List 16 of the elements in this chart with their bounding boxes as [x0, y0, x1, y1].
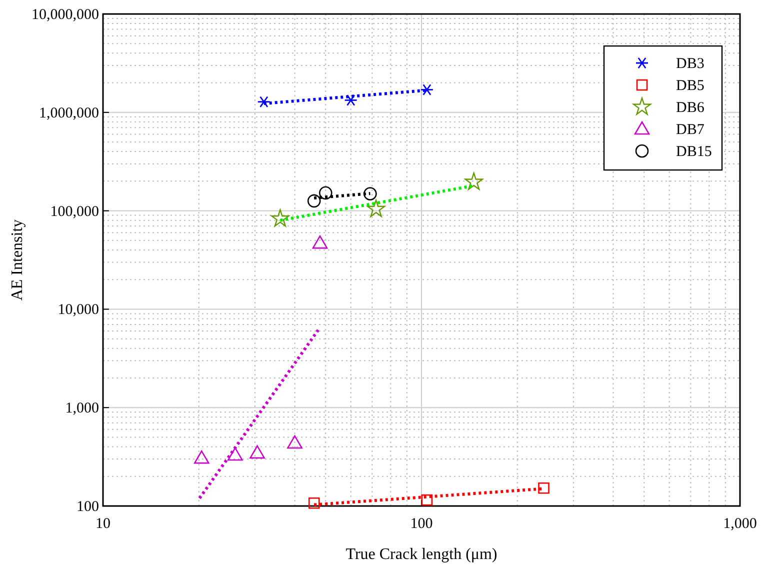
legend-label: DB7	[676, 122, 705, 138]
x-axis-title: True Crack length (μm)	[346, 546, 498, 563]
y-tick-label: 100	[76, 499, 99, 515]
y-axis-title: AE Intensity	[9, 219, 26, 301]
legend-label: DB15	[676, 144, 712, 160]
legend-label: DB3	[676, 56, 704, 72]
legend-label: DB5	[676, 78, 704, 94]
x-tick-label: 100	[410, 516, 433, 532]
y-tick-label: 1,000	[65, 400, 99, 417]
x-tick-label: 10	[96, 516, 110, 532]
y-tick-label: 100,000	[50, 204, 99, 220]
y-tick-label: 10,000	[58, 302, 99, 318]
y-tick-label: 1,000,000	[39, 105, 99, 122]
y-tick-label: 10,000,000	[32, 7, 99, 23]
x-tick-label: 1,000	[723, 516, 757, 532]
legend-label: DB6	[676, 100, 705, 116]
